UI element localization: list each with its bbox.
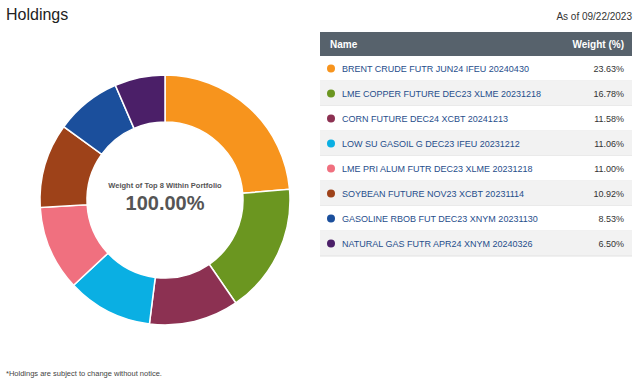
table-header xyxy=(320,32,632,56)
subtitle: As of 09/22/2023 xyxy=(556,11,632,22)
header-name: Name xyxy=(330,39,358,50)
table-row xyxy=(320,231,632,256)
donut-slice xyxy=(149,264,235,325)
table-row xyxy=(320,206,632,231)
table-row xyxy=(320,131,632,156)
legend-dot xyxy=(327,190,335,198)
legend-dot xyxy=(327,65,335,73)
table-row xyxy=(320,156,632,181)
table-row xyxy=(320,81,632,106)
legend-dot xyxy=(327,90,335,98)
weight-label: 11.58% xyxy=(594,114,624,124)
legend-dot xyxy=(327,140,335,148)
weight-label: 6.50% xyxy=(598,239,624,249)
legend-dot xyxy=(327,115,335,123)
title: Holdings xyxy=(6,6,68,23)
center-value: 100.00% xyxy=(126,192,205,214)
legend-label: SOYBEAN FUTURE NOV23 XCBT 20231114 xyxy=(342,189,524,199)
donut-slice xyxy=(40,205,108,286)
legend-label: NATURAL GAS FUTR APR24 XNYM 20240326 xyxy=(342,239,533,249)
legend-label: GASOLINE RBOB FUT DEC23 XNYM 20231130 xyxy=(342,214,538,224)
row-divider xyxy=(320,256,632,257)
table-row xyxy=(320,181,632,206)
legend-label: LME COPPER FUTURE DEC23 XLME 20231218 xyxy=(342,89,541,99)
legend-dot xyxy=(327,215,335,223)
donut-slice xyxy=(165,75,290,193)
legend-label: CORN FUTURE DEC24 XCBT 20241213 xyxy=(342,114,508,124)
legend-dot xyxy=(327,240,335,248)
table-row xyxy=(320,56,632,81)
weight-label: 8.53% xyxy=(598,214,624,224)
weight-label: 11.06% xyxy=(594,139,624,149)
weight-label: 11.00% xyxy=(594,164,624,174)
legend-label: LME PRI ALUM FUTR DEC23 XLME 20231218 xyxy=(342,164,533,174)
legend-label: BRENT CRUDE FUTR JUN24 IFEU 20240430 xyxy=(342,64,529,74)
weight-label: 23.63% xyxy=(593,64,624,74)
footnote: *Holdings are subject to change without … xyxy=(6,369,162,378)
center-label: Weight of Top 8 Within Portfolio xyxy=(108,181,222,190)
weight-label: 10.92% xyxy=(593,189,624,199)
header-weight: Weight (%) xyxy=(573,39,624,50)
legend-label: LOW SU GASOIL G DEC23 IFEU 20231212 xyxy=(342,139,520,149)
donut-slice xyxy=(115,75,165,128)
legend-dot xyxy=(327,165,335,173)
weight-label: 16.78% xyxy=(593,89,624,99)
table-row xyxy=(320,106,632,131)
